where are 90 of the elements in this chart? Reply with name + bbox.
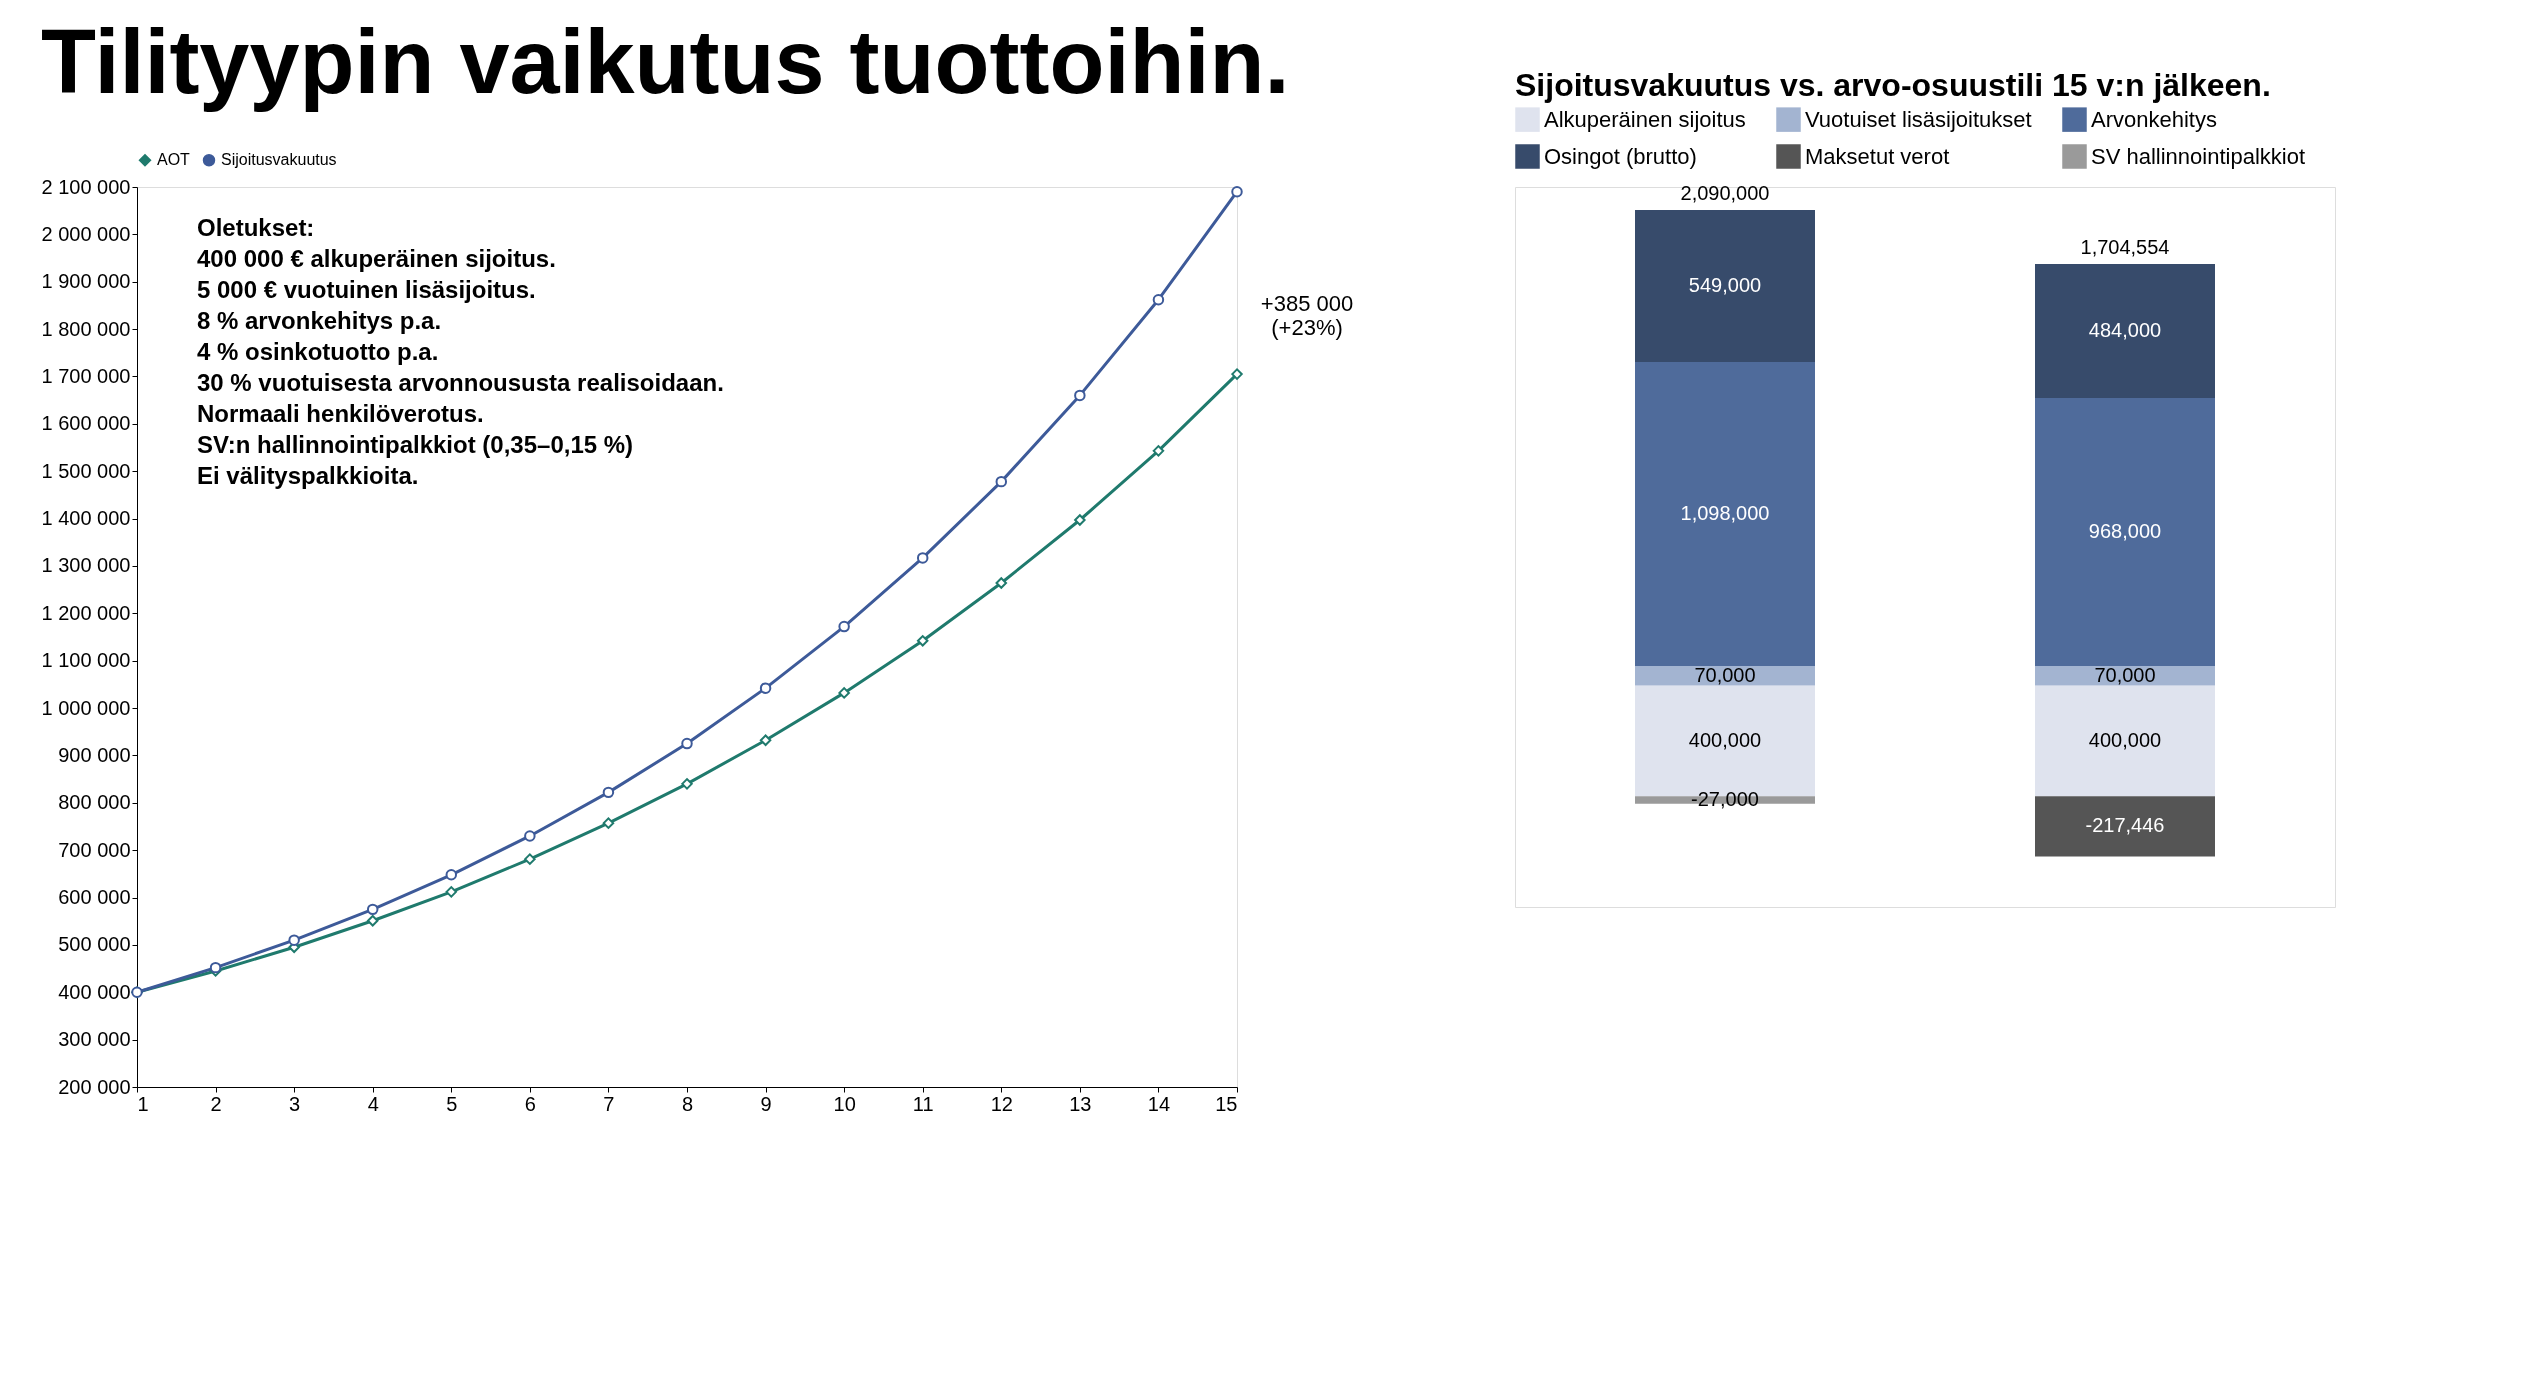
total-label: 1,704,554	[2080, 235, 2170, 258]
data-label: 549,000	[1688, 274, 1762, 296]
legend-label: Maksetut verot	[1805, 143, 1950, 169]
bar	[2035, 796, 2215, 857]
y-tick-label: 1 700 000	[41, 364, 131, 387]
point	[916, 635, 929, 647]
point	[759, 682, 772, 694]
x-tick-label: 3	[289, 1092, 301, 1115]
y-tick-label: 200 000	[58, 1075, 131, 1098]
y-tick-label: 1 300 000	[41, 554, 131, 577]
legend-label: Sijoitusvakuutus	[221, 151, 337, 169]
point	[1074, 514, 1086, 526]
x-tick-label: 2	[210, 1092, 222, 1115]
chart-title: Sijoitusvakuutus vs. arvo-osuustili 15 v:n jälkeen.	[1515, 67, 2271, 103]
point	[1231, 368, 1243, 380]
point	[681, 778, 693, 790]
legend-label: AOT	[157, 151, 191, 169]
x-tick-label: 10	[833, 1092, 856, 1115]
point	[602, 786, 615, 799]
x-tick-label: 13	[1069, 1092, 1092, 1115]
data-label: 70,000	[1694, 663, 1756, 686]
point	[366, 914, 379, 927]
y-tick-label: 800 000	[58, 791, 131, 814]
point	[288, 934, 300, 946]
y-tick-label: 1 800 000	[41, 317, 131, 340]
point	[838, 620, 850, 633]
text: +385 000 (+23%)	[1260, 291, 1354, 340]
point	[995, 577, 1008, 589]
point	[916, 552, 929, 564]
y-tick-label: 1 000 000	[41, 696, 131, 719]
y-tick-label: 400 000	[58, 980, 131, 1003]
point	[524, 853, 536, 865]
bar	[1635, 209, 1815, 363]
x-tick-label: 14	[1147, 1092, 1171, 1115]
y-tick-label: 1 900 000	[41, 270, 131, 293]
bar	[2035, 398, 2215, 667]
y-tick-label: 900 000	[58, 743, 131, 766]
point	[1231, 186, 1243, 198]
bar	[2035, 685, 2215, 797]
point	[445, 869, 458, 881]
point	[759, 734, 772, 747]
point	[1152, 294, 1165, 306]
x-tick-label: 4	[367, 1092, 379, 1115]
legend-label: Arvonkehitys	[2091, 106, 2217, 132]
y-tick-label: 2 000 000	[41, 222, 131, 245]
legend-label: Vuotuiset lisäsijoitukset	[1805, 106, 2032, 132]
x-tick-label: 5	[446, 1092, 458, 1115]
x-tick-label: 8	[681, 1092, 694, 1115]
x-tick-label: 7	[603, 1092, 615, 1115]
y-tick-label: 600 000	[58, 886, 131, 909]
y-tick-label: 1 600 000	[41, 412, 131, 435]
y-tick-label: 2 100 000	[41, 175, 131, 198]
x-tick-label: 12	[990, 1092, 1013, 1115]
x-tick-label: 11	[912, 1092, 934, 1115]
y-tick-label: 700 000	[58, 838, 131, 861]
x-tick-label: 9	[760, 1092, 772, 1115]
total-label: 2,090,000	[1680, 181, 1770, 204]
bar	[1635, 362, 1815, 667]
legend-label: Alkuperäinen sijoitus	[1544, 106, 1746, 132]
x-tick-label: 15	[1215, 1092, 1238, 1115]
legend-label: Osingot (brutto)	[1544, 143, 1697, 169]
point	[995, 475, 1008, 488]
y-tick-label: 1 500 000	[41, 459, 131, 482]
data-label: 70,000	[2094, 663, 2156, 686]
data-label: -217,446	[2085, 814, 2165, 837]
y-tick-label: 500 000	[58, 933, 131, 956]
x-tick-label: 1	[137, 1092, 149, 1115]
y-tick-label: 1 400 000	[41, 507, 131, 530]
legend-label: SV hallinnointipalkkiot	[2091, 143, 2306, 169]
point	[681, 737, 693, 750]
point	[524, 830, 536, 842]
point	[209, 961, 222, 974]
point	[838, 687, 850, 699]
y-tick-label: 1 200 000	[41, 601, 131, 624]
point	[366, 903, 379, 916]
point	[1074, 389, 1086, 402]
data-label: 400,000	[1688, 728, 1762, 751]
data-label: 1,098,000	[1680, 502, 1770, 525]
y-tick-label: 300 000	[58, 1028, 131, 1051]
y-tick-label: 1 100 000	[41, 649, 131, 672]
bar	[2035, 263, 2215, 399]
point	[445, 886, 458, 898]
data-label: 968,000	[2088, 520, 2162, 543]
chart-title: Tilityypin vaikutus tuottoihin.	[41, 12, 1290, 112]
x-tick-label: 6	[524, 1092, 536, 1115]
text: Oletukset: 400 000 € alkuperäinen sijoitus. 5 000 € vuotuinen lisäsijoitus. 8 % arvonkehitys p.a. 4 % osinkotuotto p.a. 30 % vuotuisesta arvonnoususta realisoidaan. Normaali henkilöverotus. SV:n hallinnointipalkkiot (0,35–0,15 %) Ei välityspalkkioita.	[197, 214, 724, 489]
point	[602, 817, 615, 829]
point	[1152, 445, 1165, 457]
data-label: 484,000	[2088, 319, 2162, 341]
data-label: 400,000	[2088, 728, 2162, 751]
